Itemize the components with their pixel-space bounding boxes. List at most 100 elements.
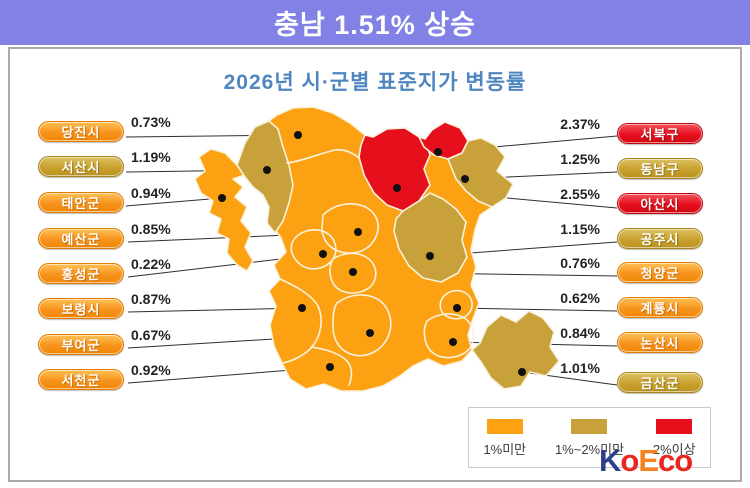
map-border-dangjin-south: [286, 149, 360, 164]
map-dot-boryeong: [298, 304, 306, 312]
legend-label-1-to-2pct: 1%~2%미만: [554, 442, 625, 457]
map-dot-geumsan: [518, 368, 526, 376]
map-dot-dongnam: [461, 175, 469, 183]
map-region-asan: [358, 127, 431, 212]
map-region-gongju: [393, 192, 468, 283]
region-name-boryeong: 보령시: [61, 302, 101, 317]
map-dot-seocheon: [326, 363, 334, 371]
region-name-seobuk: 서북구: [640, 127, 680, 142]
logo-letter-k: K: [599, 443, 621, 478]
region-name-yesan: 예산군: [61, 232, 101, 247]
title-banner: 충남 1.51% 상승: [0, 0, 750, 45]
map-border-boryeong: [279, 278, 322, 364]
region-value-hongseong: 0.22%: [131, 256, 171, 272]
region-name-dongnam: 동남구: [640, 162, 680, 177]
map-dot-yesan: [354, 228, 362, 236]
koeco-logo: KoEco: [599, 443, 693, 478]
region-name-seosan: 서산시: [61, 160, 101, 175]
map-dot-dangjin: [294, 131, 302, 139]
legend-swatch-gold: [571, 419, 608, 434]
map-region-seosan: [236, 120, 294, 234]
region-value-dangjin: 0.73%: [131, 114, 171, 130]
region-value-taean: 0.94%: [131, 185, 171, 201]
region-badge-cheongyang: 청양군: [617, 262, 703, 283]
map-dot-seobuk: [434, 148, 442, 156]
region-value-seosan: 1.19%: [131, 149, 171, 165]
region-badge-gyeryong: 계룡시: [617, 297, 703, 318]
region-value-buyeo: 0.67%: [131, 327, 171, 343]
region-name-seocheon: 서천군: [61, 373, 101, 388]
region-badge-asan: 아산시: [617, 193, 703, 214]
logo-letter-o: o: [620, 443, 639, 478]
region-value-dongnam: 1.25%: [560, 151, 600, 167]
chart-subtitle: 2026년 시·군별 표준지가 변동률: [223, 71, 527, 94]
region-badge-buyeo: 부여군: [38, 334, 124, 355]
region-name-asan: 아산시: [640, 197, 680, 212]
legend-swatch-orange: [486, 419, 523, 434]
region-value-seobuk: 2.37%: [560, 116, 600, 132]
map-dot-nonsan: [449, 338, 457, 346]
region-name-cheongyang: 청양군: [640, 266, 680, 281]
legend-item-over-2pct: 2%이상: [653, 419, 696, 458]
legend-item-1-to-2pct: 1%~2%미만: [555, 419, 624, 458]
chungnam-map: [125, 106, 618, 392]
region-value-gyeryong: 0.62%: [560, 290, 600, 306]
map-border-seocheon: [310, 346, 353, 386]
region-badge-seobuk: 서북구: [617, 123, 703, 144]
region-badge-seosan: 서산시: [38, 156, 124, 177]
map-regions: [194, 106, 560, 392]
region-value-yesan: 0.85%: [131, 221, 171, 237]
map-border-buyeo: [332, 294, 392, 357]
legend-label-under-1pct: 1%미만: [483, 442, 527, 457]
map-region-dongnam: [447, 137, 514, 208]
page-title: 충남 1.51% 상승: [274, 10, 476, 40]
region-badge-gongju: 공주시: [617, 228, 703, 249]
logo-letter-e: E: [638, 443, 659, 478]
leader-line-taean: [125, 197, 223, 207]
region-badge-seocheon: 서천군: [38, 369, 124, 390]
region-name-geumsan: 금산군: [640, 376, 680, 391]
region-name-gyeryong: 계룡시: [640, 301, 680, 316]
map-region-taean: [194, 148, 254, 272]
legend-item-under-1pct: 1%미만: [483, 419, 526, 458]
region-value-seocheon: 0.92%: [131, 362, 171, 378]
region-value-asan: 2.55%: [560, 186, 600, 202]
region-badge-dangjin: 당진시: [38, 121, 124, 142]
map-border-yesan: [321, 203, 379, 254]
region-value-boryeong: 0.87%: [131, 291, 171, 307]
legend-label-over-2pct: 2%이상: [652, 442, 696, 457]
region-name-nonsan: 논산시: [640, 336, 680, 351]
region-name-taean: 태안군: [61, 196, 101, 211]
region-name-hongseong: 홍성군: [61, 267, 101, 282]
map-dot-seosan: [263, 166, 271, 174]
region-name-gongju: 공주시: [640, 232, 680, 247]
region-badge-yesan: 예산군: [38, 228, 124, 249]
region-value-gongju: 1.15%: [560, 221, 600, 237]
region-badge-boryeong: 보령시: [38, 298, 124, 319]
map-dot-gyeryong: [453, 304, 461, 312]
legend: 1%미만 1%~2%미만 2%이상: [468, 407, 711, 468]
map-dot-taean: [218, 194, 226, 202]
map-dot-gongju: [426, 252, 434, 260]
region-badge-taean: 태안군: [38, 192, 124, 213]
region-name-buyeo: 부여군: [61, 338, 101, 353]
legend-swatch-red: [656, 419, 693, 434]
logo-letters-co: co: [658, 443, 693, 478]
leader-line-gyeryong: [456, 307, 618, 312]
leader-line-boryeong: [127, 307, 303, 313]
region-value-nonsan: 0.84%: [560, 325, 600, 341]
region-value-cheongyang: 0.76%: [560, 255, 600, 271]
map-border-cheongyang: [329, 252, 377, 294]
map-dot-buyeo: [366, 329, 374, 337]
region-name-dangjin: 당진시: [61, 125, 101, 140]
region-value-geumsan: 1.01%: [560, 360, 600, 376]
map-dot-asan: [393, 184, 401, 192]
region-badge-hongseong: 홍성군: [38, 263, 124, 284]
region-badge-dongnam: 동남구: [617, 158, 703, 179]
map-dot-cheongyang: [349, 268, 357, 276]
map-border-gyeryong: [439, 289, 473, 320]
region-badge-nonsan: 논산시: [617, 332, 703, 353]
region-badge-geumsan: 금산군: [617, 372, 703, 393]
map-region-geumsan: [471, 310, 560, 390]
